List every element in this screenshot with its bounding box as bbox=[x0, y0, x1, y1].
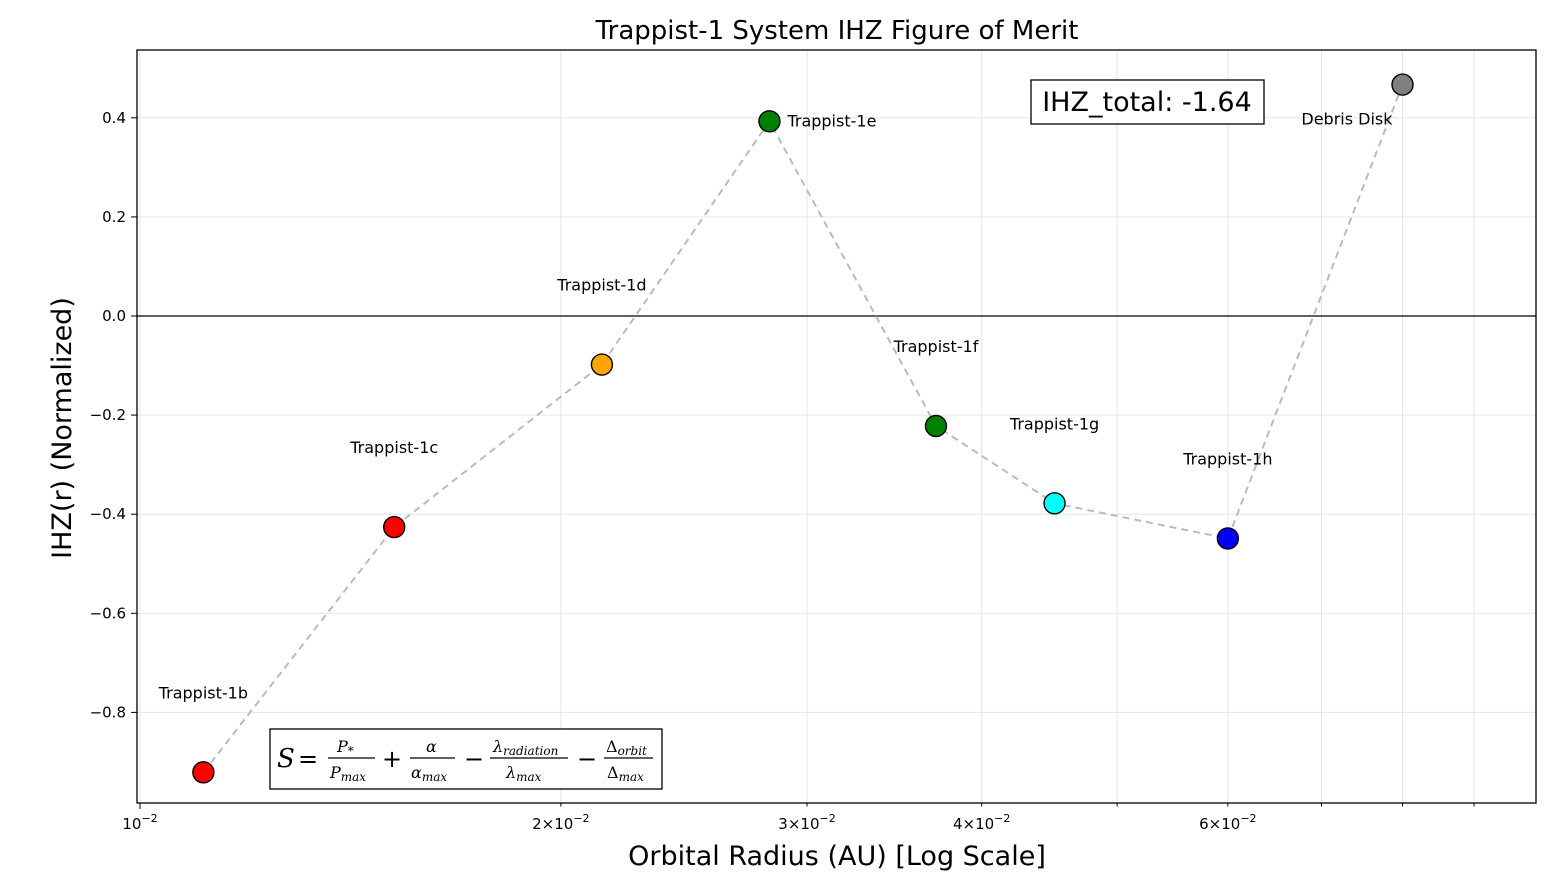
formula-t1-den: Pmax bbox=[329, 763, 366, 784]
point-trappist-1b bbox=[192, 761, 215, 784]
label-trappist-1f: Trappist-1f bbox=[893, 337, 979, 356]
label-trappist-1c: Trappist-1c bbox=[349, 438, 438, 457]
y-tick-label: −0.6 bbox=[90, 604, 126, 622]
y-tick-label: −0.8 bbox=[90, 703, 126, 721]
label-trappist-1e: Trappist-1e bbox=[786, 111, 876, 130]
formula-plus: + bbox=[382, 745, 402, 773]
label-trappist-1h: Trappist-1h bbox=[1182, 449, 1272, 468]
x-axis-label: Orbital Radius (AU) [Log Scale] bbox=[628, 841, 1046, 872]
formula-minus-1: − bbox=[464, 745, 484, 773]
plot-frame bbox=[136, 49, 1537, 804]
point-trappist-1d bbox=[590, 353, 614, 376]
formula-t1-num: P* bbox=[336, 737, 354, 758]
ihz-total-label: IHZ_total: -1.64 bbox=[1042, 87, 1252, 118]
label-trappist-1b: Trappist-1b bbox=[158, 683, 248, 702]
y-tick-label: −0.4 bbox=[90, 505, 126, 523]
axis-ticks: 0.4 0.2 0.0 −0.2 −0.4 −0.6 −0.8 10−2 2×10−2 3×10−… bbox=[90, 109, 1475, 833]
x-tick-label: 6×10−2 bbox=[1199, 812, 1256, 833]
point-trappist-1f bbox=[924, 414, 948, 438]
x-tick-label: 3×10−2 bbox=[778, 812, 835, 833]
connecting-dashed-line bbox=[202, 84, 1404, 774]
label-trappist-1g: Trappist-1g bbox=[1009, 414, 1099, 433]
grid bbox=[137, 50, 1536, 803]
y-tick-label: 0.0 bbox=[102, 307, 126, 325]
y-tick-label: −0.2 bbox=[90, 406, 126, 424]
point-trappist-1e bbox=[758, 110, 781, 133]
chart-title: Trappist-1 System IHZ Figure of Merit bbox=[595, 16, 1079, 46]
y-axis-label: IHZ(r) (Normalized) bbox=[47, 297, 78, 559]
point-labels: Trappist-1b Trappist-1c Trappist-1d Trappis… bbox=[158, 110, 1394, 703]
formula-t4-den: Δmax bbox=[607, 763, 644, 784]
x-tick-label: 10−2 bbox=[122, 812, 157, 833]
label-trappist-1d: Trappist-1d bbox=[556, 276, 646, 295]
formula-t3-num: λradiation bbox=[492, 737, 558, 758]
formula-lhs: S bbox=[277, 744, 295, 774]
point-trappist-1c bbox=[383, 515, 406, 539]
y-tick-label: 0.2 bbox=[102, 208, 126, 226]
ihz-total-box: IHZ_total: -1.64 bbox=[1030, 79, 1265, 125]
formula-t4-num: Δorbit bbox=[606, 737, 647, 758]
formula-t2-num: α bbox=[426, 737, 437, 756]
formula-box: S = P* Pmax + α αmax − λradiation λmax −… bbox=[269, 728, 663, 790]
label-debris-disk: Debris Disk bbox=[1301, 110, 1393, 129]
x-tick-label: 2×10−2 bbox=[532, 812, 589, 833]
formula-t3-den: λmax bbox=[505, 763, 542, 784]
formula-equals: = bbox=[298, 745, 318, 773]
y-tick-label: 0.4 bbox=[102, 109, 126, 127]
formula-t2-den: αmax bbox=[411, 763, 447, 784]
point-debris-disk bbox=[1391, 73, 1414, 96]
formula-minus-2: − bbox=[577, 745, 597, 773]
data-points bbox=[192, 73, 1414, 784]
x-tick-label: 4×10−2 bbox=[953, 812, 1010, 833]
point-trappist-1h bbox=[1216, 527, 1240, 550]
point-trappist-1g bbox=[1043, 492, 1066, 515]
